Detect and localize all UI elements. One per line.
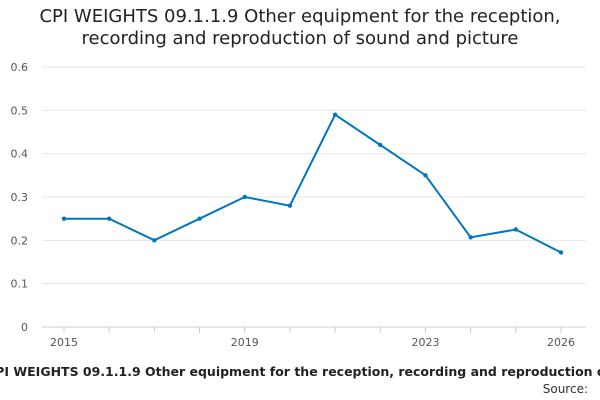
y-tick-label: 0.5 [11,104,29,117]
series-legend-label: CPI WEIGHTS 09.1.1.9 Other equipment for… [0,364,600,379]
x-tick-label: 2023 [411,336,439,349]
x-axis-ticks: 2015 2019 2023 2026 [50,327,575,349]
gridlines [42,66,586,285]
data-point[interactable] [378,142,383,148]
series-legend: CPI WEIGHTS 09.1.1.9 Other equipment for… [0,364,600,379]
chart-title: CPI WEIGHTS 09.1.1.9 Other equipment for… [39,6,561,49]
y-tick-label: 0.4 [11,148,29,161]
y-tick-label: 0.1 [11,278,29,291]
data-point[interactable] [423,173,428,178]
data-point[interactable] [242,194,247,200]
data-point[interactable] [197,216,202,221]
data-point[interactable] [513,227,519,232]
y-tick-label: 0.3 [11,191,29,204]
data-point[interactable] [287,203,293,208]
data-point[interactable] [106,216,112,221]
source-label: Source: [542,382,588,396]
series-line [64,113,562,254]
x-tick-label: 2019 [231,336,259,349]
x-tick-label: 2026 [547,336,575,349]
data-point[interactable] [332,112,338,117]
x-tick-label: 2015 [50,336,78,349]
y-axis-tick-labels: 0 0.1 0.2 0.3 0.4 0.5 0.6 [11,61,29,334]
data-points [61,112,564,255]
y-tick-label: 0.6 [11,61,29,74]
data-point[interactable] [152,238,157,243]
y-tick-label: 0.2 [11,234,29,247]
data-point[interactable] [61,216,67,221]
data-point[interactable] [468,235,473,240]
data-point[interactable] [558,250,564,255]
y-tick-label: 0 [21,321,28,334]
